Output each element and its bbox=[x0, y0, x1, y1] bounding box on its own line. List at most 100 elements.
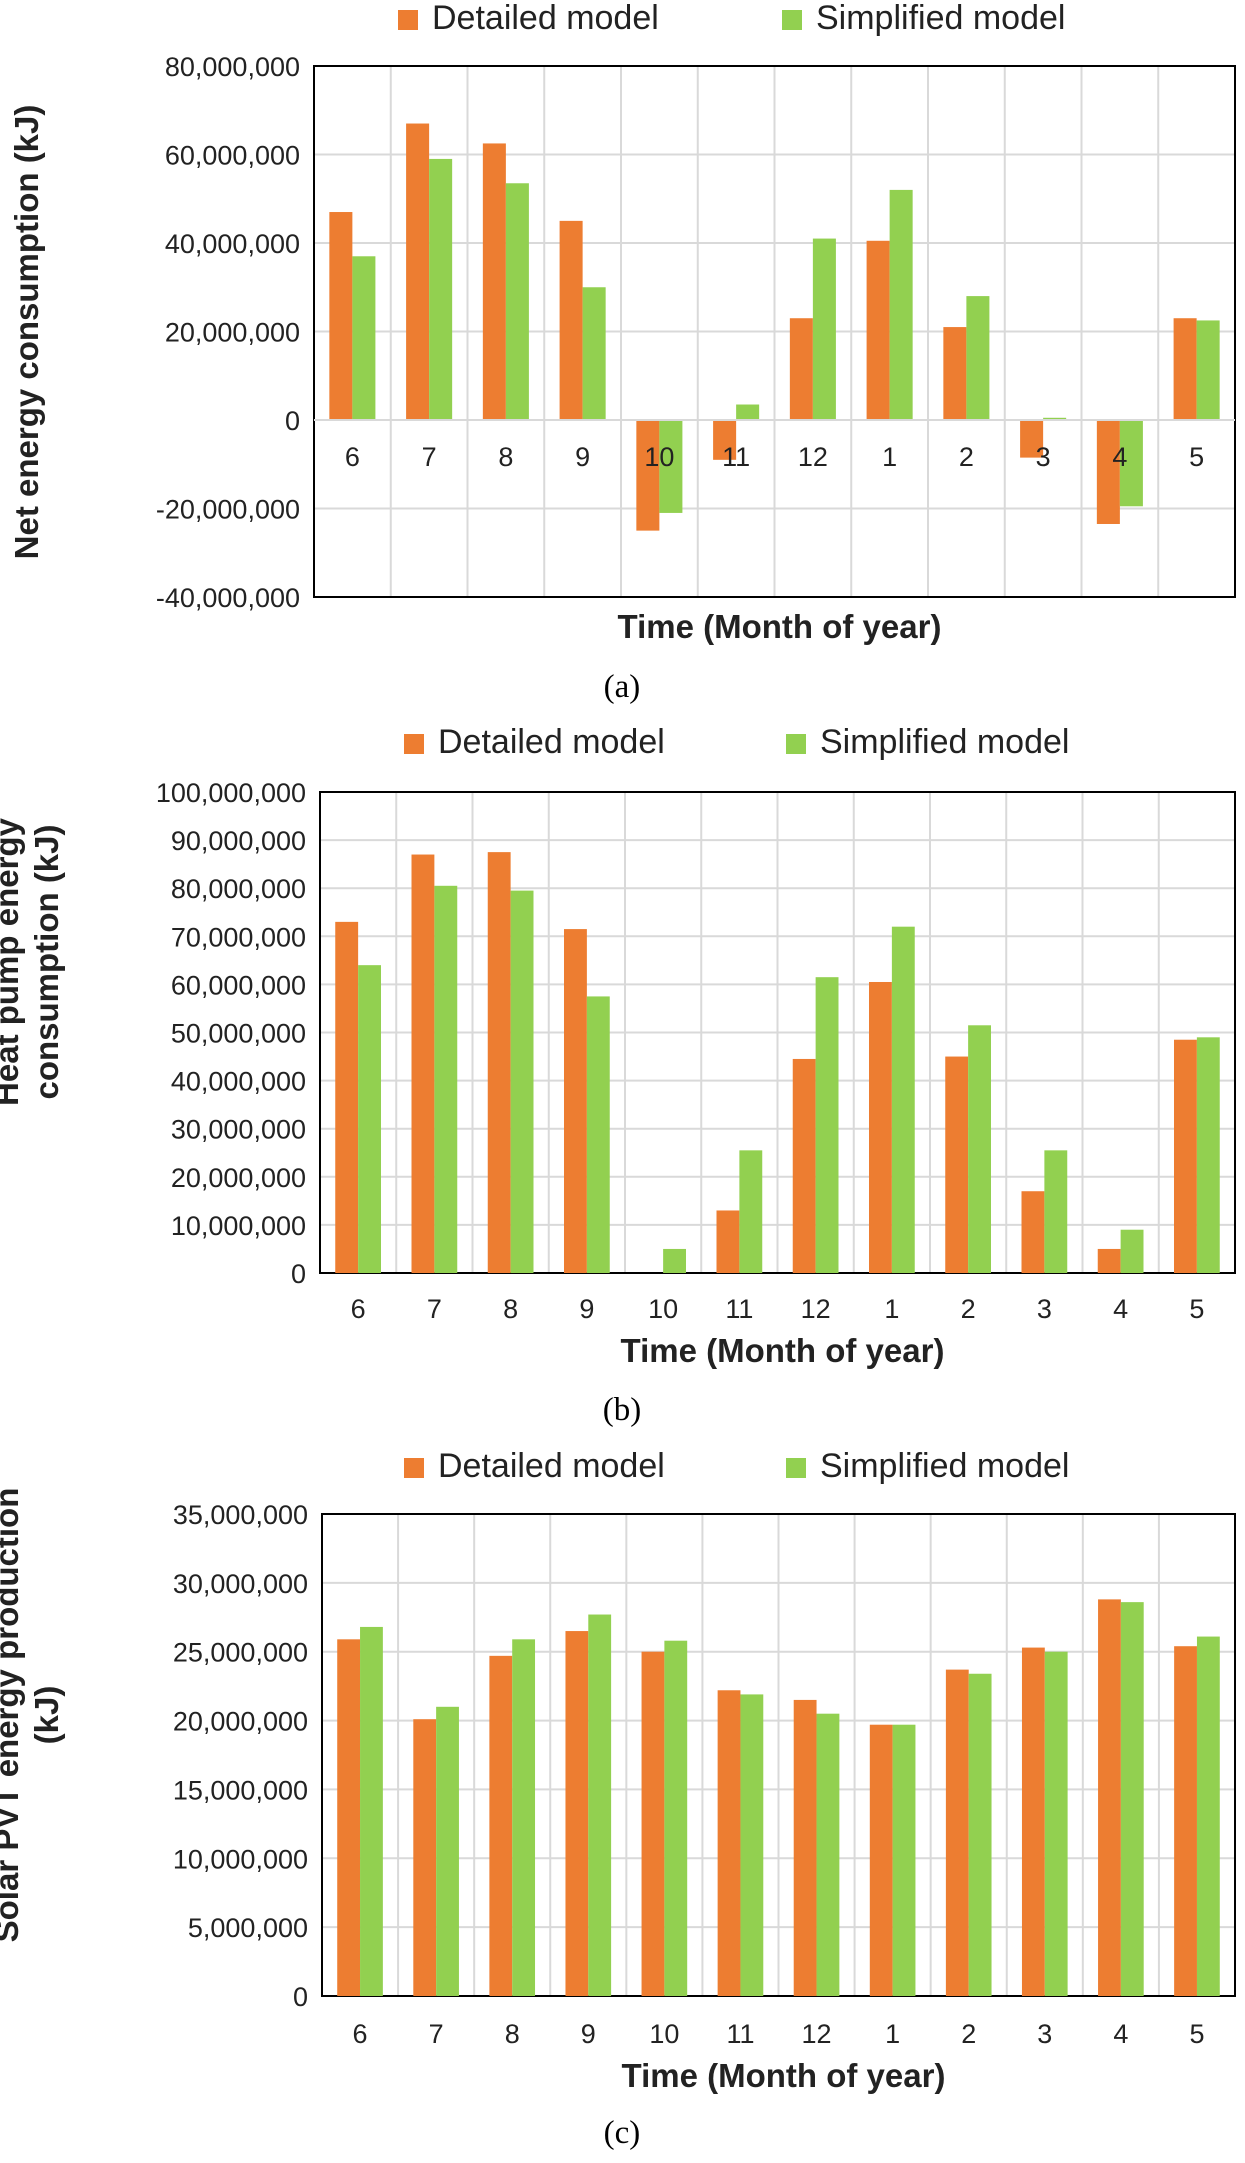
x-tick-label: 12 bbox=[802, 2019, 832, 2049]
x-tick-label: 9 bbox=[579, 1294, 594, 1324]
bar-simplified-4 bbox=[1119, 420, 1143, 507]
bar-detailed-9 bbox=[564, 929, 587, 1273]
bar-simplified-9 bbox=[586, 996, 610, 1273]
legend-label-detailed: Detailed model bbox=[438, 1447, 665, 1485]
legend-swatch-detailed bbox=[404, 1458, 424, 1478]
bar-simplified-11 bbox=[740, 1694, 764, 1996]
bar-simplified-7 bbox=[436, 1706, 459, 1996]
y-tick-label: 35,000,000 bbox=[173, 1500, 308, 1530]
x-tick-label: 1 bbox=[885, 2019, 900, 2049]
legend-swatch-detailed bbox=[398, 10, 418, 30]
x-tick-label: 6 bbox=[351, 1294, 366, 1324]
x-tick-label: 11 bbox=[726, 2019, 754, 2049]
plot-area-border bbox=[319, 791, 1236, 1274]
bar-detailed-7 bbox=[406, 123, 430, 421]
x-tick-label: 5 bbox=[1189, 1294, 1204, 1324]
x-tick-label: 2 bbox=[959, 442, 974, 472]
x-tick-label: 9 bbox=[581, 2019, 596, 2049]
chart-panel-2: 0 10,000,000 20,000,000 30,000,000 40,000,00… bbox=[0, 723, 1236, 1428]
x-tick-label: 9 bbox=[575, 442, 590, 472]
bar-detailed-12 bbox=[793, 1699, 817, 1996]
x-tick-label: 7 bbox=[422, 442, 437, 472]
y-axis-title-line: Solar PVT energy production bbox=[0, 1488, 25, 1943]
bar-detailed-2 bbox=[945, 1056, 969, 1273]
x-tick-label: 6 bbox=[345, 442, 360, 472]
x-tick-label: 2 bbox=[961, 2019, 976, 2049]
x-axis-title: Time (Month of year) bbox=[622, 2057, 946, 2094]
x-tick-label: 12 bbox=[801, 1294, 831, 1324]
bar-detailed-8 bbox=[489, 1655, 513, 1996]
bar-detailed-1 bbox=[869, 1724, 893, 1996]
y-axis-title-line: Net energy consumption (kJ) bbox=[8, 105, 45, 560]
legend-swatch-detailed bbox=[404, 734, 424, 754]
panel-label: (a) bbox=[604, 669, 641, 705]
x-tick-label: 1 bbox=[884, 1294, 899, 1324]
legend-label-detailed: Detailed model bbox=[432, 0, 659, 37]
x-tick-label: 8 bbox=[498, 442, 513, 472]
y-tick-label: 40,000,000 bbox=[165, 229, 300, 259]
bar-detailed-11 bbox=[716, 1210, 740, 1273]
y-tick-label: 80,000,000 bbox=[171, 874, 306, 904]
bar-simplified-4 bbox=[1120, 1229, 1144, 1273]
y-axis-title-line: Heat pump energy bbox=[0, 817, 25, 1106]
legend-label-detailed: Detailed model bbox=[438, 723, 665, 761]
y-tick-label: 60,000,000 bbox=[171, 970, 306, 1000]
y-tick-label: 0 bbox=[293, 1982, 308, 2012]
bar-simplified-3 bbox=[1044, 1150, 1068, 1273]
bar-detailed-12 bbox=[792, 1058, 816, 1273]
x-axis-title: Time (Month of year) bbox=[618, 608, 942, 645]
x-tick-label: 4 bbox=[1112, 442, 1127, 472]
bar-simplified-6 bbox=[360, 1626, 383, 1996]
bar-simplified-8 bbox=[505, 183, 529, 420]
y-tick-label: 20,000,000 bbox=[171, 1163, 306, 1193]
bar-simplified-2 bbox=[966, 296, 990, 420]
x-tick-label: 5 bbox=[1189, 442, 1204, 472]
bar-detailed-3 bbox=[1021, 1647, 1045, 1996]
bar-detailed-10 bbox=[641, 1651, 665, 1996]
y-tick-label: 90,000,000 bbox=[171, 826, 306, 856]
legend-label-simplified: Simplified model bbox=[820, 1447, 1069, 1485]
bar-simplified-5 bbox=[1196, 1037, 1220, 1273]
bar-detailed-4 bbox=[1097, 1248, 1121, 1273]
x-tick-label: 3 bbox=[1036, 442, 1051, 472]
x-tick-label: 11 bbox=[722, 442, 750, 472]
bar-detailed-3 bbox=[1021, 1191, 1045, 1273]
bar-simplified-1 bbox=[889, 189, 913, 420]
y-tick-label: 50,000,000 bbox=[171, 1019, 306, 1049]
x-tick-label: 2 bbox=[961, 1294, 976, 1324]
y-tick-label: 100,000,000 bbox=[156, 778, 306, 808]
bar-simplified-11 bbox=[736, 404, 760, 420]
bar-detailed-9 bbox=[559, 220, 583, 420]
bar-simplified-9 bbox=[588, 1614, 612, 1996]
bar-simplified-6 bbox=[352, 256, 376, 420]
legend-label-simplified: Simplified model bbox=[820, 723, 1069, 761]
bar-detailed-6 bbox=[337, 1639, 361, 1996]
y-tick-label: 30,000,000 bbox=[173, 1569, 308, 1599]
bar-detailed-5 bbox=[1174, 1039, 1197, 1273]
bar-simplified-10 bbox=[664, 1640, 688, 1996]
bar-detailed-11 bbox=[717, 1690, 741, 1996]
plot-area-border bbox=[321, 1513, 1236, 1997]
y-tick-label: 70,000,000 bbox=[171, 922, 306, 952]
bar-detailed-11 bbox=[713, 420, 737, 460]
y-axis-title: Net energy consumption (kJ) bbox=[8, 105, 45, 560]
bar-detailed-8 bbox=[487, 852, 511, 1273]
bar-detailed-2 bbox=[943, 327, 967, 420]
bar-detailed-9 bbox=[565, 1631, 589, 1996]
chart-panel-3: 0 5,000,000 10,000,000 15,000,000 20,000,000… bbox=[0, 1447, 1236, 2151]
y-tick-label: 5,000,000 bbox=[188, 1913, 308, 1943]
bar-simplified-10 bbox=[663, 1248, 686, 1273]
y-tick-label: 0 bbox=[291, 1259, 306, 1289]
y-tick-label: 40,000,000 bbox=[171, 1067, 306, 1097]
y-tick-label: -20,000,000 bbox=[156, 495, 300, 525]
x-tick-label: 10 bbox=[648, 1294, 678, 1324]
y-axis-title-line: consumption (kJ) bbox=[28, 824, 65, 1099]
y-tick-label: 15,000,000 bbox=[173, 1775, 308, 1805]
x-tick-label: 3 bbox=[1037, 2019, 1052, 2049]
bar-simplified-4 bbox=[1120, 1602, 1144, 1996]
x-tick-label: 6 bbox=[353, 2019, 368, 2049]
bar-detailed-5 bbox=[1173, 318, 1197, 420]
plot-area-border bbox=[313, 65, 1236, 598]
panel-label: (b) bbox=[603, 1392, 641, 1428]
